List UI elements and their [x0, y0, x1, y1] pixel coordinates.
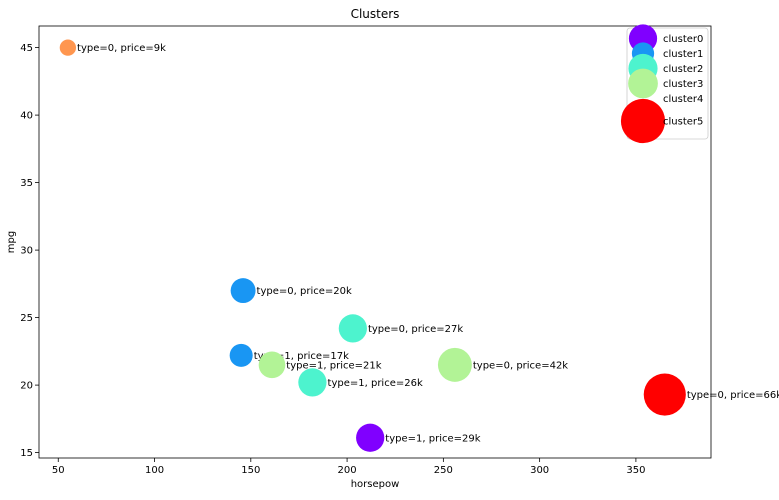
point-label-8: type=0, price=66k	[687, 390, 779, 401]
legend: cluster0 cluster1 cluster2 cluster3 cluster4…	[620, 24, 709, 144]
data-point-8	[643, 373, 686, 416]
point-label-4: type=1, price=26k	[328, 378, 423, 389]
y-axis-label: mpg	[6, 231, 17, 253]
x-tick-label-4: 250	[434, 465, 453, 476]
data-point-7	[356, 423, 385, 452]
point-label-3: type=0, price=27k	[368, 324, 463, 335]
data-point-1	[230, 278, 256, 304]
x-tick-label-3: 200	[338, 465, 357, 476]
y-tick-label-6: 45	[20, 43, 33, 54]
y-tick-label-0: 15	[20, 448, 33, 459]
y-tick-label-2: 25	[20, 313, 33, 324]
data-point-5	[258, 351, 286, 379]
legend-label-2: cluster2	[663, 64, 703, 75]
plot-frame	[38, 25, 712, 459]
y-tick-label-4: 35	[20, 178, 33, 189]
y-tick-label-3: 30	[20, 246, 33, 257]
data-point-2	[229, 343, 253, 367]
x-tick-label-6: 350	[626, 465, 645, 476]
point-label-0: type=0, price=9k	[77, 43, 166, 54]
x-axis: 50 100 150 200 250 300 350	[52, 458, 645, 476]
data-point-6	[437, 347, 472, 382]
point-label-1: type=0, price=20k	[257, 286, 352, 297]
x-axis-label: horsepow	[351, 479, 400, 490]
legend-label-1: cluster1	[663, 49, 703, 60]
x-tick-label-5: 300	[530, 465, 549, 476]
points-layer: type=0, price=9k type=0, price=20k type=1,…	[59, 39, 779, 452]
point-label-2: type=1, price=17k	[254, 351, 349, 362]
legend-label-5: cluster5	[663, 117, 703, 128]
legend-label-0: cluster0	[663, 34, 703, 45]
point-label-5: type=1, price=21k	[286, 360, 381, 371]
point-label-7: type=1, price=29k	[385, 433, 480, 444]
x-tick-label-2: 150	[241, 465, 260, 476]
legend-marker-5	[620, 98, 666, 144]
y-tick-label-5: 40	[20, 111, 33, 122]
y-tick-label-1: 20	[20, 381, 33, 392]
legend-label-3: cluster3	[663, 79, 703, 90]
data-point-3	[338, 314, 367, 343]
x-tick-label-0: 50	[52, 465, 65, 476]
data-point-4	[298, 368, 327, 397]
legend-marker-3	[628, 68, 658, 99]
y-axis: 15 20 25 30 35 40 45	[20, 43, 39, 459]
chart-title: Clusters	[351, 7, 400, 21]
data-point-0	[59, 39, 77, 56]
x-tick-label-1: 100	[145, 465, 164, 476]
point-label-6: type=0, price=42k	[473, 360, 568, 371]
legend-label-4: cluster4	[663, 94, 703, 105]
